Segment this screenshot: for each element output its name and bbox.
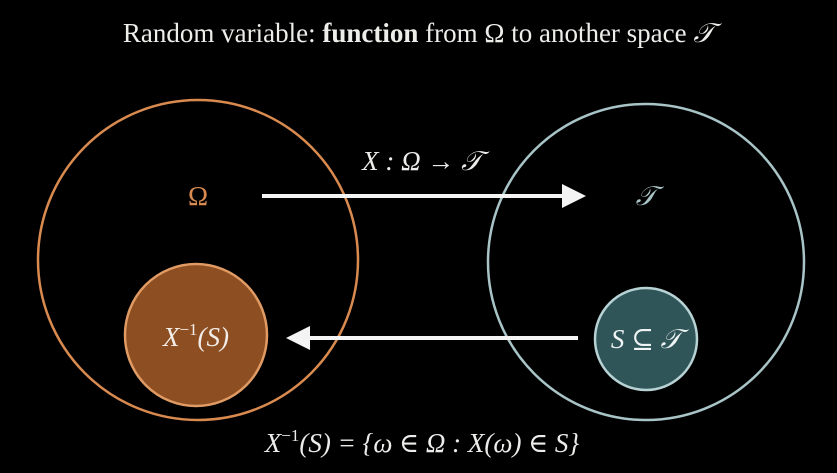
target-label: 𝒯	[636, 181, 665, 211]
preimage-label-superscript: −1	[179, 320, 197, 339]
omega-set-circle	[36, 98, 360, 422]
subset-label: S ⊆ 𝒯	[611, 324, 690, 354]
preimage-formula: X−1(S) = {ω ∈ Ω : X(ω) ∈ S}	[264, 426, 580, 458]
title-prefix: Random variable:	[122, 18, 323, 48]
forward-arrow-head	[562, 184, 586, 208]
formula-base: X	[264, 428, 283, 458]
forward-map-label: X : Ω → 𝒯	[361, 146, 490, 176]
title-symbol: 𝒯	[693, 18, 715, 48]
subset-circle	[593, 286, 699, 392]
formula-tail: (S) = {ω ∈ Ω : X(ω) ∈ S}	[299, 428, 579, 458]
preimage-label-base: X	[162, 322, 181, 352]
preimage-label: X−1(S)	[162, 320, 229, 352]
backward-arrow-head	[286, 326, 310, 350]
omega-label: Ω	[188, 181, 208, 211]
preimage-label-tail: (S)	[198, 322, 229, 352]
preimage-circle	[123, 262, 269, 408]
target-set-circle	[486, 102, 806, 422]
formula-superscript: −1	[281, 426, 299, 445]
title-bold-word: function	[322, 18, 419, 48]
title-middle: from Ω to another space	[418, 18, 694, 48]
page-title: Random variable: function from Ω to anot…	[0, 18, 837, 50]
